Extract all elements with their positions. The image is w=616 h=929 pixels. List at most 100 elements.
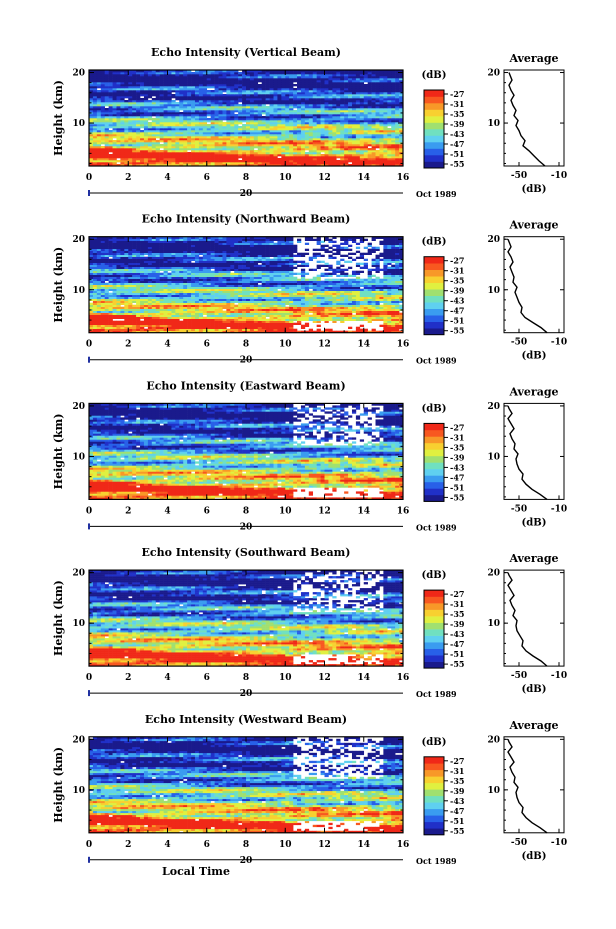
- heatmap-cell: [273, 328, 278, 331]
- heatmap-cell: [391, 94, 396, 97]
- heatmap-cell: [265, 130, 270, 133]
- heatmap-cell: [281, 86, 286, 89]
- heatmap-cell: [399, 314, 404, 317]
- heatmap-cell: [387, 330, 392, 333]
- heatmap-cell: [187, 160, 192, 163]
- heatmap-cell: [234, 110, 239, 113]
- heatmap-cell: [285, 306, 290, 309]
- heatmap-cell: [277, 310, 282, 313]
- heatmap-cell: [324, 102, 329, 105]
- heatmap-cell: [253, 146, 259, 149]
- heatmap-cell: [293, 104, 298, 107]
- heatmap-cell: [293, 138, 298, 141]
- heatmap-cell: [351, 96, 357, 99]
- heatmap-cell: [269, 318, 274, 321]
- heatmap-cell: [128, 324, 133, 327]
- heatmap-cell: [269, 78, 274, 81]
- heatmap-cell: [108, 138, 113, 141]
- heatmap-cell: [269, 154, 274, 157]
- heatmap-cell: [293, 302, 298, 305]
- heatmap-cell: [246, 324, 251, 327]
- heatmap-cell: [304, 114, 310, 117]
- heatmap-cell: [265, 106, 270, 109]
- heatmap-cell: [367, 70, 372, 73]
- heatmap-cell: [281, 126, 286, 129]
- heatmap-cell: [112, 106, 117, 109]
- heatmap-cell: [363, 160, 368, 163]
- heatmap-cell: [112, 118, 117, 121]
- heatmap-cell: [218, 306, 223, 309]
- heatmap-cell: [151, 304, 157, 307]
- heatmap-cell: [387, 92, 392, 95]
- heatmap-cell: [371, 308, 376, 311]
- heatmap-cell: [375, 158, 380, 161]
- heatmap-cell: [324, 148, 329, 151]
- heatmap-cell: [210, 324, 215, 327]
- colorbar-swatch: [424, 135, 444, 143]
- heatmap-cell: [316, 156, 321, 159]
- heatmap-cell: [336, 160, 341, 163]
- heatmap-cell: [348, 120, 353, 123]
- heatmap-cell: [96, 76, 102, 79]
- heatmap-cell: [234, 124, 239, 127]
- heatmap-cell: [340, 72, 345, 75]
- heatmap-cell: [253, 310, 259, 313]
- heatmap-cell: [100, 318, 105, 321]
- heatmap-cell: [324, 152, 329, 155]
- heatmap-cell: [332, 148, 337, 151]
- heatmap-cell: [120, 142, 125, 145]
- heatmap-cell: [297, 70, 302, 73]
- heatmap-cell: [281, 328, 286, 331]
- heatmap-cell: [269, 124, 274, 127]
- heatmap-cell: [89, 314, 94, 317]
- heatmap-cell: [285, 140, 290, 143]
- heatmap-cell: [226, 90, 231, 93]
- heatmap-cell: [277, 140, 282, 143]
- heatmap-cell: [89, 128, 94, 131]
- heatmap-cell: [273, 90, 278, 93]
- heatmap-cell: [249, 136, 255, 139]
- heatmap-cell: [371, 76, 376, 79]
- heatmap-cell: [371, 160, 376, 163]
- heatmap-cell: [257, 116, 262, 119]
- heatmap-cell: [100, 122, 105, 125]
- heatmap-cell: [116, 116, 121, 119]
- heatmap-cell: [202, 128, 208, 131]
- heatmap-cell: [383, 140, 388, 143]
- heatmap-cell: [300, 90, 306, 93]
- heatmap-cell: [218, 302, 223, 305]
- heatmap-cell: [312, 154, 317, 157]
- heatmap-cell: [218, 308, 223, 311]
- heatmap-cell: [367, 98, 372, 101]
- heatmap-cell: [246, 146, 251, 149]
- heatmap-cell: [249, 324, 255, 327]
- heatmap-cell: [265, 320, 270, 323]
- heatmap-cell: [206, 76, 211, 79]
- heatmap-cell: [395, 86, 400, 89]
- heatmap-cell: [336, 330, 341, 333]
- heatmap-cell: [202, 86, 208, 89]
- heatmap-cell: [191, 86, 196, 89]
- heatmap-cell: [391, 322, 396, 325]
- heatmap-cell: [92, 146, 98, 149]
- heatmap-cell: [316, 94, 321, 97]
- heatmap-cell: [300, 324, 306, 327]
- heatmap-cell: [238, 88, 243, 91]
- heatmap-cell: [218, 90, 223, 93]
- heatmap-cell: [269, 80, 274, 83]
- heatmap-cell: [89, 306, 94, 309]
- heatmap-cell: [155, 306, 160, 309]
- heatmap-cell: [261, 330, 266, 333]
- heatmap-cell: [281, 322, 286, 325]
- heatmap-cell: [308, 146, 314, 149]
- heatmap-cell: [171, 128, 176, 131]
- heatmap-cell: [297, 130, 302, 133]
- heatmap-cell: [379, 304, 384, 307]
- heatmap-cell: [371, 140, 376, 143]
- heatmap-cell: [120, 326, 125, 329]
- heatmap-cell: [238, 84, 243, 87]
- heatmap-cell: [238, 96, 243, 99]
- heatmap-cell: [355, 80, 361, 83]
- heatmap-cell: [159, 82, 164, 85]
- heatmap-cell: [218, 72, 223, 75]
